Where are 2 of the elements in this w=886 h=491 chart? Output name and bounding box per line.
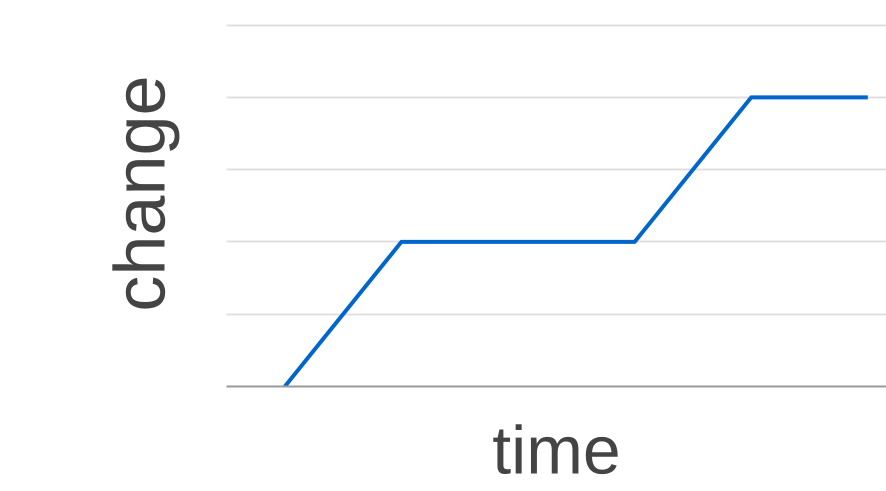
y-axis-title: change <box>100 75 180 312</box>
x-axis-title: time <box>492 412 621 488</box>
